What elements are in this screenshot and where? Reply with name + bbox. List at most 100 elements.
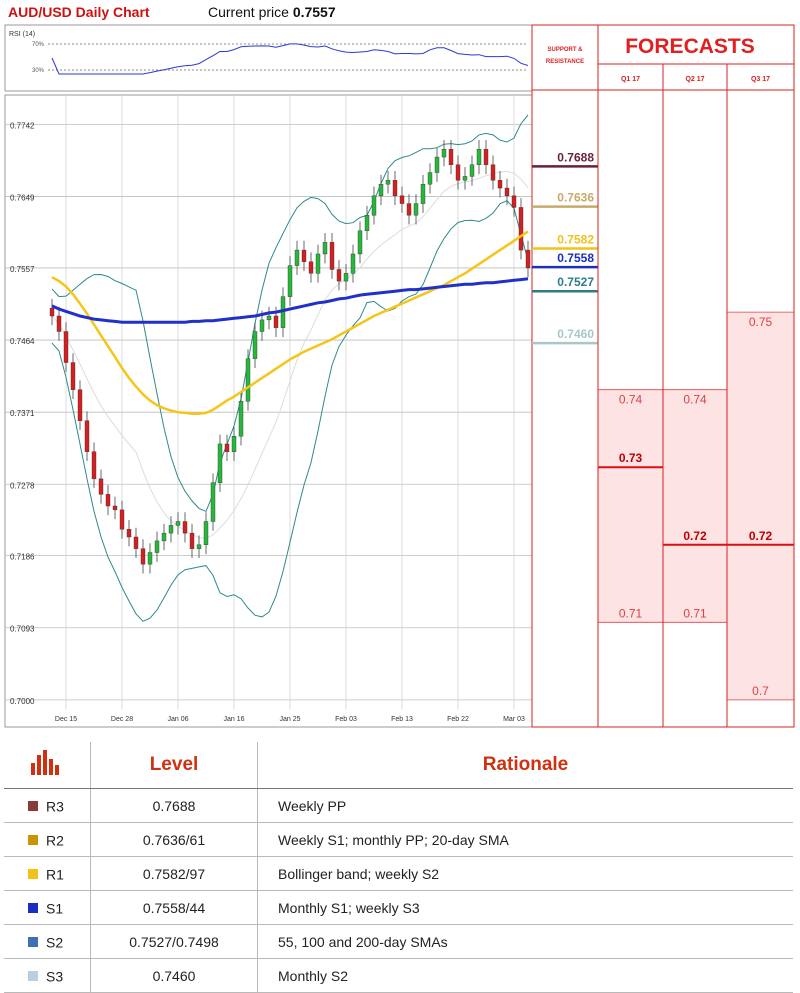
level-header: Level xyxy=(90,742,258,789)
candle-body xyxy=(294,249,300,266)
rsi-30-label: 30% xyxy=(32,68,45,74)
candle-body xyxy=(49,308,55,317)
candle-body xyxy=(217,443,223,483)
sma-slow-line xyxy=(51,230,529,415)
sr-header-line2: RESISTANCE xyxy=(546,59,584,65)
candle-body xyxy=(427,172,433,185)
candle-body xyxy=(105,494,111,507)
level-code: R2 xyxy=(46,832,64,849)
level-code-cell: R2 xyxy=(4,822,91,857)
sma-200-line xyxy=(51,277,529,324)
level-code: S2 xyxy=(46,934,64,951)
candle-body xyxy=(273,315,279,328)
candle-body xyxy=(413,203,419,216)
forecast-col-label: Q2 17 xyxy=(685,76,704,83)
candle-body xyxy=(385,180,391,185)
x-tick-label: Feb 03 xyxy=(335,716,357,723)
forecast-low-value: 0.71 xyxy=(619,606,643,620)
y-tick-label: 0.7649 xyxy=(10,194,35,203)
y-tick-label: 0.7278 xyxy=(10,481,35,490)
candle-body xyxy=(448,149,454,165)
sr-level-label: 0.7527 xyxy=(557,275,594,289)
table-row: R2 0.7636/61 Weekly S1; monthly PP; 20-day… xyxy=(4,822,793,857)
level-color-swatch xyxy=(28,801,38,812)
candle-body xyxy=(224,443,230,452)
table-row: S3 0.7460 Monthly S2 xyxy=(4,958,793,993)
bollinger-upper xyxy=(51,114,529,513)
rsi-line xyxy=(51,43,529,75)
rationale-header: Rationale xyxy=(257,742,793,789)
candle-body xyxy=(238,401,244,437)
bollinger-mid xyxy=(51,170,529,540)
y-axis: 0.7742 0.7649 0.7557 0.7464 0.7371 0.7278 0.71… xyxy=(10,121,35,705)
candle-body xyxy=(245,358,251,402)
y-tick-label: 0.7000 xyxy=(10,697,35,706)
price-panel xyxy=(4,94,533,728)
y-tick-label: 0.7093 xyxy=(10,625,35,634)
candle-body xyxy=(154,540,160,553)
forecast-low-value: 0.7 xyxy=(752,684,769,698)
candle-body xyxy=(196,544,202,549)
forecast-mid-value: 0.73 xyxy=(619,451,643,465)
candle-body xyxy=(252,331,258,359)
bollinger-lower xyxy=(51,200,529,622)
candle-body xyxy=(266,315,272,321)
sr-level-label: 0.7636 xyxy=(557,191,594,205)
chart-area: RSI (14) 70% 30% 0.7742 0.7649 0.7557 0.746… xyxy=(4,24,795,728)
table-row: R1 0.7582/97 Bollinger band; weekly S2 xyxy=(4,856,793,891)
forecasts-panel xyxy=(597,24,795,728)
candle-body xyxy=(126,529,132,538)
candle-body xyxy=(511,195,517,208)
candle-body xyxy=(315,253,321,274)
x-axis: Dec 15 Dec 28 Jan 06 Jan 16 Jan 25 Feb 03 Feb … xyxy=(55,716,525,723)
candle-body xyxy=(98,478,104,495)
table-header-row: Level Rationale xyxy=(4,742,793,789)
level-color-swatch xyxy=(28,937,38,948)
forecast-high-value: 0.75 xyxy=(749,315,773,329)
level-value: 0.7460 xyxy=(90,958,258,993)
candle-body xyxy=(322,242,328,255)
level-color-swatch xyxy=(28,869,38,880)
candle-body xyxy=(119,509,125,530)
sr-level-label: 0.7688 xyxy=(557,150,594,164)
candle-body xyxy=(84,420,90,452)
levels-table: Level Rationale R3 0.7688 Weekly PP R2 0.763… xyxy=(4,742,793,993)
level-value: 0.7636/61 xyxy=(90,822,258,857)
current-price-value: 0.7557 xyxy=(292,4,336,20)
level-value: 0.7688 xyxy=(90,788,258,823)
forecasts-title: FORECASTS xyxy=(625,35,755,58)
level-code: R1 xyxy=(46,866,64,883)
level-rationale: Weekly S1; monthly PP; 20-day SMA xyxy=(257,822,793,857)
candle-body xyxy=(462,176,468,181)
x-tick-label: Dec 28 xyxy=(111,716,133,723)
candle-body xyxy=(112,505,118,511)
candle-body xyxy=(371,195,377,216)
table-icon-cell xyxy=(4,742,91,789)
candle-body xyxy=(434,156,440,173)
candle-body xyxy=(469,164,475,177)
current-price-label: Current price xyxy=(208,4,289,20)
candle-body xyxy=(301,249,307,262)
x-tick-label: Jan 25 xyxy=(279,716,300,723)
candle-body xyxy=(56,315,62,332)
rsi-panel xyxy=(4,24,533,92)
candle-body xyxy=(406,203,412,216)
level-code: S3 xyxy=(46,968,64,985)
x-tick-label: Feb 13 xyxy=(391,716,413,723)
level-code: S1 xyxy=(46,900,64,917)
level-rationale: Monthly S1; weekly S3 xyxy=(257,890,793,925)
candle-body xyxy=(63,331,69,363)
candle-body xyxy=(168,525,174,534)
candle-body xyxy=(350,253,356,274)
price-grid xyxy=(5,95,532,710)
candle-body xyxy=(343,273,349,282)
candle-body xyxy=(378,183,384,197)
forecast-col-label: Q1 17 xyxy=(621,76,640,83)
candle-body xyxy=(504,187,510,197)
candle-body xyxy=(77,389,83,421)
candle-body xyxy=(497,180,503,189)
table-row: S1 0.7558/44 Monthly S1; weekly S3 xyxy=(4,890,793,925)
x-tick-label: Mar 03 xyxy=(503,716,525,723)
candle-body xyxy=(420,183,426,204)
candle-body xyxy=(203,521,209,545)
